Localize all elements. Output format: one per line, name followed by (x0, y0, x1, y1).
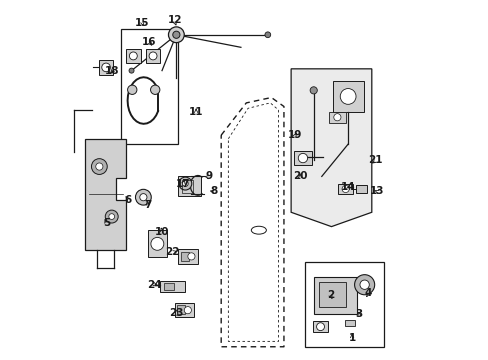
Bar (313, 321, 327, 332)
Circle shape (333, 114, 340, 121)
Circle shape (184, 307, 191, 314)
Text: 14: 14 (341, 182, 355, 192)
Bar (121, 30, 178, 144)
Circle shape (316, 323, 324, 330)
Bar (180, 252, 188, 261)
Bar (332, 81, 363, 112)
Text: 9: 9 (204, 171, 212, 181)
Circle shape (127, 85, 137, 94)
Bar (329, 112, 345, 123)
Text: 12: 12 (167, 15, 182, 26)
Circle shape (149, 52, 157, 60)
Circle shape (129, 52, 137, 60)
Text: 19: 19 (287, 130, 301, 140)
Bar (147, 230, 167, 257)
Circle shape (172, 31, 180, 39)
Circle shape (264, 32, 270, 38)
Polygon shape (290, 69, 371, 226)
Circle shape (298, 153, 307, 163)
Text: 17: 17 (176, 179, 190, 189)
Text: 20: 20 (292, 171, 306, 181)
Bar (305, 262, 384, 347)
Bar (355, 185, 366, 193)
Circle shape (354, 275, 374, 295)
Text: 5: 5 (102, 218, 110, 228)
Text: 3: 3 (355, 310, 362, 319)
Bar (314, 277, 357, 315)
Bar (163, 283, 174, 290)
Text: 16: 16 (142, 37, 156, 47)
Text: 21: 21 (367, 155, 382, 165)
Text: 22: 22 (165, 247, 180, 257)
Circle shape (151, 237, 163, 250)
Text: 13: 13 (369, 186, 384, 196)
Circle shape (150, 85, 160, 94)
Bar (177, 305, 184, 315)
Text: 18: 18 (104, 66, 119, 76)
Polygon shape (85, 139, 126, 250)
Bar (344, 320, 354, 326)
Text: 4: 4 (364, 288, 371, 298)
Circle shape (140, 194, 147, 201)
Circle shape (359, 280, 368, 289)
Circle shape (187, 253, 195, 260)
Bar (145, 49, 160, 63)
Circle shape (179, 177, 191, 190)
Bar (338, 184, 352, 194)
Circle shape (91, 159, 107, 175)
Bar (319, 282, 346, 307)
Text: 23: 23 (169, 308, 183, 318)
Bar (99, 60, 113, 75)
Circle shape (109, 214, 114, 220)
Circle shape (309, 87, 317, 94)
Text: 2: 2 (326, 290, 333, 300)
Circle shape (135, 189, 151, 205)
Circle shape (129, 68, 134, 73)
Text: 6: 6 (124, 195, 131, 205)
Circle shape (168, 27, 184, 42)
Text: 15: 15 (135, 18, 149, 28)
Bar (178, 176, 201, 196)
Circle shape (105, 210, 118, 223)
Text: 10: 10 (155, 227, 169, 237)
Text: 8: 8 (210, 186, 217, 196)
Circle shape (340, 89, 355, 104)
Bar (160, 282, 184, 292)
Bar (174, 303, 194, 318)
Bar (294, 151, 311, 165)
Bar (178, 249, 198, 264)
Text: 24: 24 (147, 280, 162, 290)
Circle shape (102, 63, 110, 72)
Text: 7: 7 (143, 200, 151, 210)
Bar (126, 49, 140, 63)
Circle shape (341, 185, 348, 193)
Bar (182, 180, 192, 193)
Circle shape (96, 163, 103, 170)
Circle shape (182, 181, 188, 186)
Text: 11: 11 (188, 107, 203, 117)
Text: 1: 1 (348, 333, 355, 343)
